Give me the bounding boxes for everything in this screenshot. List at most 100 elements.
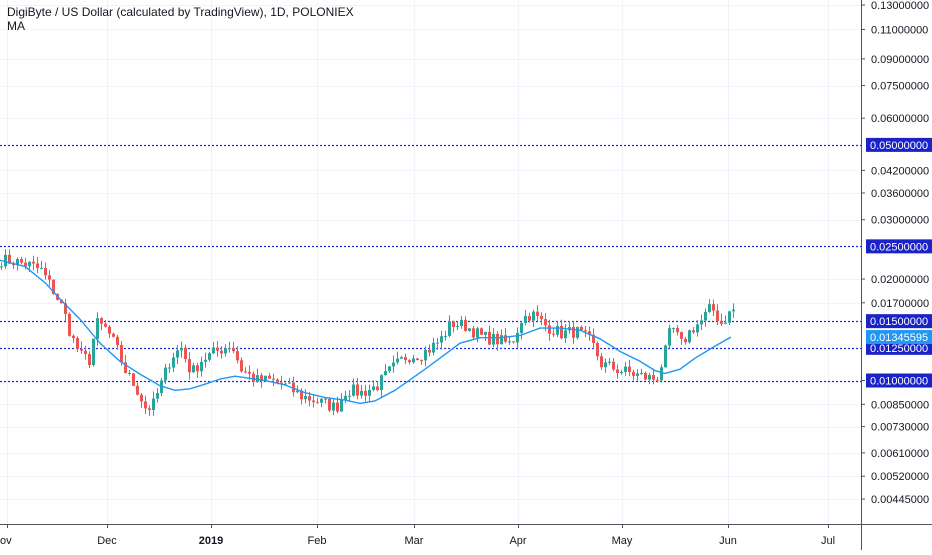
candle	[444, 330, 447, 341]
candle-body	[440, 336, 443, 343]
candle	[424, 346, 427, 367]
price-tag-text: 0.01345595	[870, 332, 928, 344]
candle-body	[340, 399, 343, 412]
candle-body	[208, 353, 211, 360]
candle	[488, 325, 491, 345]
candle-body	[484, 331, 487, 335]
candle	[92, 338, 95, 367]
candle	[516, 327, 519, 348]
candle	[528, 312, 531, 323]
candle	[628, 359, 631, 377]
candle-body	[44, 268, 47, 276]
candle	[184, 344, 187, 363]
candle-body	[720, 320, 723, 324]
candle-body	[192, 365, 195, 373]
candle	[372, 380, 375, 392]
candle-body	[564, 330, 567, 339]
candle	[88, 351, 91, 369]
candle-body	[256, 375, 259, 382]
candle	[456, 321, 459, 331]
candle	[352, 378, 355, 397]
candle-body	[48, 275, 51, 280]
candle	[244, 367, 247, 374]
candle	[440, 330, 443, 350]
price-tick-label: 0.00610000	[871, 448, 929, 460]
candle-body	[284, 383, 287, 385]
price-axis[interactable]: 0.13000000 0.11000000 0.09000000 0.07500000…	[861, 0, 929, 550]
price-tick-label: 0.13000000	[871, 0, 929, 12]
candle	[616, 364, 619, 379]
candle	[464, 316, 467, 332]
candle	[648, 372, 651, 385]
candle	[480, 327, 483, 336]
candle-body	[296, 390, 299, 393]
candle	[536, 305, 539, 321]
time-axis[interactable]: ov Dec 2019 Feb Mar Apr May Jun Jul	[0, 524, 932, 547]
candle-body	[28, 261, 31, 267]
candle-body	[656, 379, 659, 381]
price-tag-bg	[866, 373, 932, 388]
candle-body	[264, 375, 267, 382]
candle	[32, 255, 35, 271]
candle-body	[412, 358, 415, 363]
candle	[396, 351, 399, 365]
candle-body	[540, 315, 543, 320]
candle-body	[104, 323, 107, 327]
price-tag-bg	[866, 239, 932, 254]
price-tag-bg	[866, 340, 932, 355]
candle-body	[636, 373, 639, 376]
candle-body	[232, 348, 235, 352]
candle	[224, 344, 227, 357]
candle-body	[404, 357, 407, 361]
time-tick-label: ov	[0, 535, 12, 547]
candle	[292, 376, 295, 397]
candle-body	[632, 372, 635, 376]
candle-body	[548, 325, 551, 334]
candle-body	[464, 319, 467, 331]
candle-body	[664, 345, 667, 368]
candle	[176, 345, 179, 365]
price-tags: 0.05000000 0.02500000 0.01500000 0.01250000…	[866, 137, 932, 388]
symbol-title: DigiByte / US Dollar (calculated by Trad…	[7, 5, 354, 19]
candle	[152, 391, 155, 416]
candle-body	[300, 390, 303, 400]
candle-body	[572, 327, 575, 338]
horizontal-levels[interactable]	[0, 144, 861, 383]
price-tick-label: 0.00850000	[871, 399, 929, 411]
candle-body	[352, 384, 355, 396]
candle	[168, 363, 171, 373]
candle-body	[456, 325, 459, 328]
candle	[36, 256, 39, 274]
candle	[512, 341, 515, 344]
candle	[8, 249, 11, 264]
candle-body	[400, 357, 403, 359]
candle-body	[612, 361, 615, 370]
horizontal-line-tag: 0.01000000	[866, 373, 932, 388]
time-tick-label: 2019	[199, 535, 223, 547]
candle	[100, 317, 103, 331]
price-tag-text: 0.01250000	[870, 343, 928, 355]
candle-body	[512, 341, 515, 343]
candle-body	[204, 359, 207, 362]
candle-body	[684, 338, 687, 343]
indicator-label[interactable]: MA	[7, 19, 25, 33]
candle	[680, 331, 683, 346]
candle	[564, 324, 567, 344]
candle-body	[604, 362, 607, 368]
candle	[196, 362, 199, 378]
candle	[332, 398, 335, 416]
candle	[572, 321, 575, 344]
candle-body	[580, 326, 583, 331]
candle-body	[648, 375, 651, 380]
price-tag-bg	[866, 314, 932, 329]
candle-body	[560, 325, 563, 339]
candle-body	[676, 328, 679, 333]
price-tag-text: 0.01500000	[870, 316, 928, 328]
candle-body	[80, 348, 83, 351]
ma-series	[0, 259, 732, 405]
candle-body	[100, 318, 103, 324]
candle	[204, 352, 207, 368]
candle	[228, 341, 231, 353]
